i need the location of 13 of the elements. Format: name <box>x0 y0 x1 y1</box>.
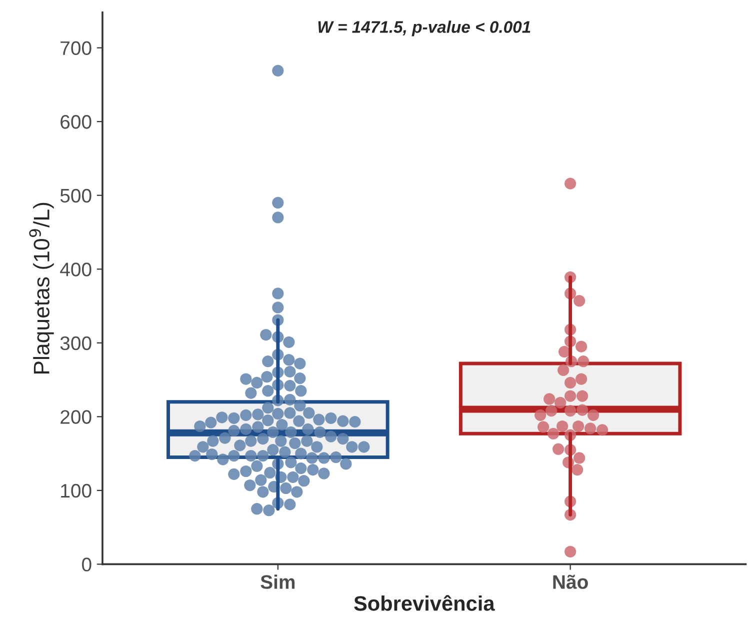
x-tick-label: Não <box>553 574 588 589</box>
y-axis-title: Plaquetas (10$^{9}$/L) <box>29 202 54 374</box>
x-axis-title: Sobrevivência <box>354 595 495 611</box>
y-tick-label: 0 <box>82 558 92 572</box>
y-tick-label: 400 <box>60 262 92 276</box>
y-tick-label: 300 <box>60 336 92 350</box>
y-tick-label: 700 <box>60 41 92 56</box>
x-tick-label: Sim <box>260 574 295 589</box>
y-tick-label: 200 <box>60 410 92 424</box>
y-tick-label: 100 <box>61 484 92 498</box>
y-tick-label: 600 <box>60 115 92 129</box>
y-tick-label: 500 <box>60 188 92 203</box>
annotation: W = 1471.5, p-value < 0.001 <box>318 20 530 36</box>
